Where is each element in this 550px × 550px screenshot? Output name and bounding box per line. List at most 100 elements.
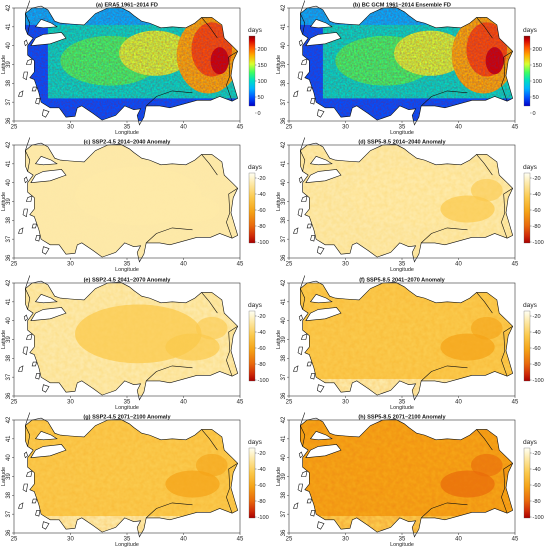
y-tick-label: 36	[6, 117, 12, 124]
colorbar-tick-label: -40	[533, 467, 541, 473]
y-tick-label: 40	[6, 42, 12, 49]
x-tick-label: 45	[512, 262, 519, 268]
colorbar-tick-label: 100	[533, 79, 542, 85]
colorbar-tick-label: -40	[258, 192, 266, 198]
x-tick-label: 45	[512, 537, 519, 543]
data-field	[25, 8, 238, 121]
y-tick-label: 41	[6, 298, 12, 305]
colorbar-tick-label: -40	[258, 467, 266, 473]
colorbar-tick-label: -20	[258, 176, 266, 182]
colorbar	[523, 447, 531, 519]
y-tick-label: 41	[6, 435, 12, 442]
colorbar-tick-label: -80	[258, 499, 266, 505]
y-tick-label: 37	[6, 510, 12, 517]
panel-f: (f) SSP5-8.5 2041–2070 Anomaly 25 30 35 40 45…	[276, 275, 544, 411]
x-tick-label: 45	[512, 400, 519, 406]
y-tick-label: 39	[6, 473, 12, 480]
x-tick-label: 30	[67, 125, 74, 131]
colorbar-tick-label: -20	[533, 176, 541, 182]
coastline	[18, 0, 239, 126]
y-tick-label: 38	[6, 79, 12, 86]
y-tick-label: 42	[6, 4, 12, 11]
y-tick-label: 36	[281, 529, 287, 536]
panel-title: (h) SSP5-8.5 2071–2100 Anomaly	[358, 414, 446, 420]
y-tick-label: 38	[6, 216, 12, 223]
y-axis-label: Latitude	[1, 192, 7, 211]
y-tick-label: 41	[281, 160, 287, 167]
y-axis-label: Latitude	[1, 55, 7, 74]
colorbar-tick-label: -100	[533, 378, 544, 384]
y-tick-label: 36	[281, 392, 287, 399]
x-axis-label: Longitude	[115, 405, 139, 411]
y-axis-label: Latitude	[1, 467, 7, 486]
y-tick-label: 40	[281, 179, 287, 186]
x-axis-label: Longitude	[390, 130, 414, 136]
x-tick-label: 30	[342, 400, 349, 406]
x-tick-label: 40	[180, 400, 187, 406]
y-tick-label: 39	[6, 336, 12, 343]
x-axis-label: Longitude	[390, 405, 414, 411]
y-tick-label: 39	[281, 336, 287, 343]
colorbar	[523, 310, 531, 382]
x-tick-label: 30	[342, 537, 349, 543]
coastline	[18, 137, 239, 263]
y-tick-label: 38	[281, 354, 287, 361]
colorbar-tick-label: -60	[258, 208, 266, 214]
y-tick-label: 41	[281, 23, 287, 30]
x-tick-label: 30	[67, 400, 74, 406]
x-tick-label: 25	[11, 537, 18, 543]
coastline	[293, 137, 514, 263]
coastline	[293, 275, 514, 401]
y-tick-label: 41	[281, 298, 287, 305]
colorbar-unit: days	[523, 164, 538, 171]
y-tick-label: 37	[281, 98, 287, 105]
coastline	[293, 412, 514, 538]
colorbar-tick-label: -100	[533, 515, 544, 521]
y-tick-label: 36	[6, 254, 12, 261]
y-tick-label: 39	[6, 198, 12, 205]
y-tick-label: 40	[281, 42, 287, 49]
y-tick-label: 38	[281, 79, 287, 86]
panel-title: (c) SSP2-4.5 2014–2040 Anomaly	[84, 139, 172, 145]
y-tick-label: 39	[281, 198, 287, 205]
x-tick-label: 45	[237, 400, 244, 406]
x-axis-label: Longitude	[115, 542, 139, 548]
colorbar-tick-label: -40	[258, 330, 266, 336]
colorbar-tick-label: -20	[533, 451, 541, 457]
x-tick-label: 45	[237, 125, 244, 131]
panel-h: (h) SSP5-8.5 2071–2100 Anomaly 25 30 35 40 45…	[276, 412, 544, 548]
y-tick-label: 41	[6, 160, 12, 167]
x-tick-label: 35	[124, 400, 131, 406]
y-tick-label: 40	[6, 179, 12, 186]
x-tick-label: 35	[124, 125, 131, 131]
x-tick-label: 25	[11, 262, 18, 268]
x-tick-label: 25	[11, 125, 18, 131]
colorbar-unit: days	[523, 302, 538, 309]
y-tick-label: 39	[281, 61, 287, 68]
y-tick-label: 42	[6, 141, 12, 148]
panel-a: (a) ERA5 1961–2014 FD 25 30 35 40 45 Longitude…	[1, 0, 267, 136]
x-tick-label: 35	[124, 262, 131, 268]
colorbar	[248, 35, 256, 107]
y-tick-label: 38	[281, 491, 287, 498]
x-tick-label: 40	[455, 537, 462, 543]
colorbar-unit: days	[248, 439, 263, 446]
x-tick-label: 40	[455, 400, 462, 406]
y-tick-label: 39	[6, 61, 12, 68]
panel-d: (d) SSP5-8.5 2014–2040 Anomaly 25 30 35 40 45…	[276, 137, 544, 273]
y-tick-label: 36	[281, 117, 287, 124]
colorbar-tick-label: -60	[258, 483, 266, 489]
colorbar-tick-label: -60	[533, 483, 541, 489]
colorbar-tick-label: -100	[258, 515, 269, 521]
colorbar-tick-label: -20	[258, 451, 266, 457]
x-axis-label: Longitude	[115, 267, 139, 273]
colorbar-unit: days	[248, 164, 263, 171]
data-field	[300, 283, 513, 396]
colorbar-tick-label: 100	[258, 79, 267, 85]
colorbar-tick-label: -80	[533, 362, 541, 368]
x-tick-label: 30	[342, 125, 349, 131]
colorbar-tick-label: -20	[533, 314, 541, 320]
colorbar	[523, 172, 531, 244]
panel-title: (e) SSP2-4.5 2041–2070 Anomaly	[84, 277, 172, 283]
y-tick-label: 37	[6, 373, 12, 380]
